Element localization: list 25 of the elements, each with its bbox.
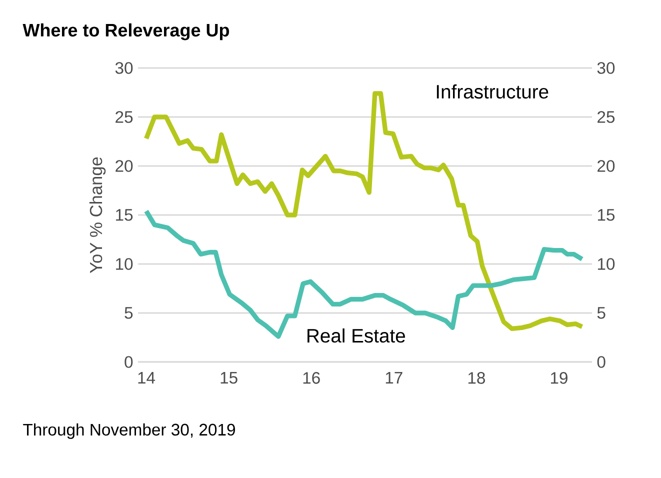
y2-tick-label: 5 xyxy=(597,307,606,319)
y-tick-label: 15 xyxy=(116,209,133,221)
text: Infrastructure xyxy=(436,84,548,99)
y-tick-label: 30 xyxy=(115,62,133,74)
x-tick-label: 19 xyxy=(550,372,568,384)
text: Through November 30, 2019 xyxy=(23,423,235,439)
y-tick-label: 20 xyxy=(116,160,133,172)
y-tick-label: 10 xyxy=(116,258,133,270)
y2-tick-label: 30 xyxy=(597,62,615,74)
y2-tick-label: 0 xyxy=(597,356,606,368)
chart-title: Where to Releverage Up xyxy=(22,23,230,40)
x-tick-label: 15 xyxy=(220,372,238,384)
y-tick-label: 25 xyxy=(116,111,133,123)
y-tick-label: 0 xyxy=(124,356,133,368)
y-axis-title: YoY % Change xyxy=(89,157,106,274)
x-tick-label: 18 xyxy=(468,372,485,384)
y2-tick-label: 25 xyxy=(598,111,615,123)
y-tick-label: 5 xyxy=(124,307,133,319)
x-tick-label: 17 xyxy=(386,372,402,384)
y2-tick-label: 10 xyxy=(598,258,615,270)
y2-tick-label: 20 xyxy=(598,160,615,172)
x-tick-label: 14 xyxy=(138,372,156,384)
x-tick-label: 16 xyxy=(303,372,320,384)
y2-tick-label: 15 xyxy=(598,209,615,221)
series-label: Real Estate xyxy=(308,328,405,343)
